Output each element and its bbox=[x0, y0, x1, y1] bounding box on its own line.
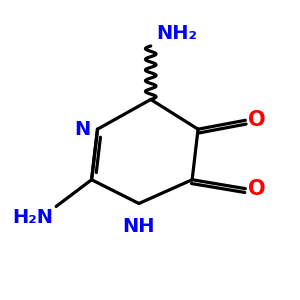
Text: N: N bbox=[74, 120, 90, 139]
Text: NH: NH bbox=[123, 217, 155, 236]
Text: O: O bbox=[248, 110, 266, 130]
Text: H₂N: H₂N bbox=[12, 208, 53, 227]
Text: NH₂: NH₂ bbox=[157, 24, 198, 43]
Text: O: O bbox=[248, 178, 266, 199]
